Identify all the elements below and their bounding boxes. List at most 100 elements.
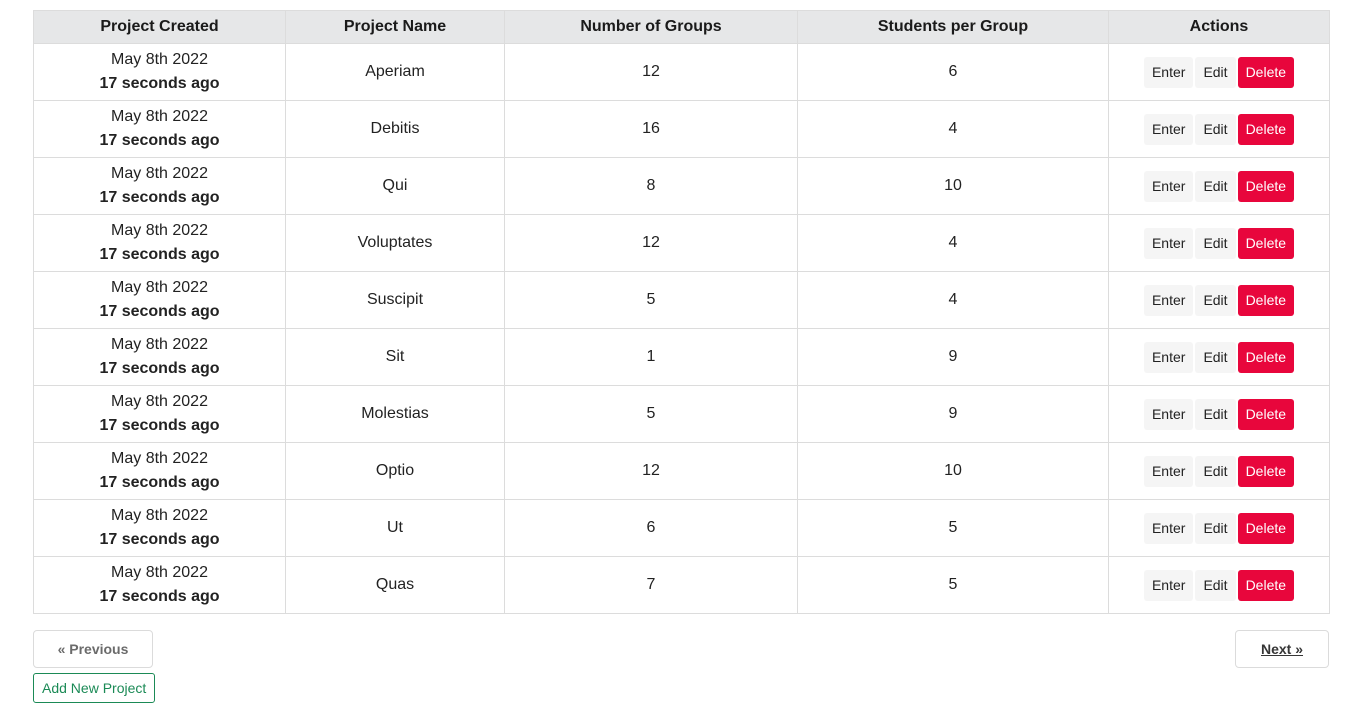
actions-cell: Enter Edit Delete xyxy=(1108,442,1330,500)
project-created-cell: May 8th 2022 17 seconds ago xyxy=(33,100,286,158)
project-created-cell: May 8th 2022 17 seconds ago xyxy=(33,442,286,500)
students-per-group-cell: 10 xyxy=(797,157,1109,215)
edit-button[interactable]: Edit xyxy=(1195,227,1236,259)
created-relative-time: 17 seconds ago xyxy=(99,246,220,263)
created-date: May 8th 2022 xyxy=(111,564,208,581)
project-created-cell: May 8th 2022 17 seconds ago xyxy=(33,43,286,101)
project-name-cell: Debitis xyxy=(285,100,505,158)
created-date: May 8th 2022 xyxy=(111,108,208,125)
created-relative-time: 17 seconds ago xyxy=(99,474,220,491)
number-of-groups-cell: 7 xyxy=(504,556,798,614)
table-body: May 8th 2022 17 seconds ago Aperiam 12 6 Ente… xyxy=(33,43,1330,614)
created-relative-time: 17 seconds ago xyxy=(99,189,220,206)
project-name-cell: Sit xyxy=(285,328,505,386)
actions-cell: Enter Edit Delete xyxy=(1108,157,1330,215)
created-date: May 8th 2022 xyxy=(111,507,208,524)
edit-button[interactable]: Edit xyxy=(1195,398,1236,430)
header-actions: Actions xyxy=(1108,10,1330,44)
number-of-groups-cell: 5 xyxy=(504,385,798,443)
created-relative-time: 17 seconds ago xyxy=(99,75,220,92)
number-of-groups-cell: 12 xyxy=(504,43,798,101)
delete-button[interactable]: Delete xyxy=(1237,227,1295,259)
project-name-cell: Molestias xyxy=(285,385,505,443)
students-per-group-cell: 6 xyxy=(797,43,1109,101)
projects-table-container: Project Created Project Name Number of G… xyxy=(33,10,1330,614)
edit-button[interactable]: Edit xyxy=(1195,455,1236,487)
edit-button[interactable]: Edit xyxy=(1195,341,1236,373)
enter-button[interactable]: Enter xyxy=(1143,170,1194,202)
project-name-cell: Voluptates xyxy=(285,214,505,272)
enter-button[interactable]: Enter xyxy=(1143,455,1194,487)
pagination: « Previous Next » xyxy=(33,630,1329,668)
table-row: May 8th 2022 17 seconds ago Quas 7 5 Enter Edi… xyxy=(33,556,1330,614)
created-date: May 8th 2022 xyxy=(111,450,208,467)
header-students-per-group: Students per Group xyxy=(797,10,1109,44)
edit-button[interactable]: Edit xyxy=(1195,569,1236,601)
header-number-of-groups: Number of Groups xyxy=(504,10,798,44)
created-date: May 8th 2022 xyxy=(111,393,208,410)
table-row: May 8th 2022 17 seconds ago Voluptates 12 4 E… xyxy=(33,214,1330,272)
project-name-cell: Optio xyxy=(285,442,505,500)
actions-cell: Enter Edit Delete xyxy=(1108,385,1330,443)
enter-button[interactable]: Enter xyxy=(1143,227,1194,259)
delete-button[interactable]: Delete xyxy=(1237,170,1295,202)
table-row: May 8th 2022 17 seconds ago Ut 6 5 Enter Edit D… xyxy=(33,499,1330,557)
delete-button[interactable]: Delete xyxy=(1237,455,1295,487)
created-date: May 8th 2022 xyxy=(111,222,208,239)
edit-button[interactable]: Edit xyxy=(1195,113,1236,145)
edit-button[interactable]: Edit xyxy=(1195,170,1236,202)
delete-button[interactable]: Delete xyxy=(1237,569,1295,601)
next-page-button[interactable]: Next » xyxy=(1235,630,1329,668)
actions-cell: Enter Edit Delete xyxy=(1108,271,1330,329)
delete-button[interactable]: Delete xyxy=(1237,398,1295,430)
number-of-groups-cell: 12 xyxy=(504,214,798,272)
header-project-created: Project Created xyxy=(33,10,286,44)
edit-button[interactable]: Edit xyxy=(1195,512,1236,544)
actions-cell: Enter Edit Delete xyxy=(1108,499,1330,557)
created-relative-time: 17 seconds ago xyxy=(99,417,220,434)
actions-cell: Enter Edit Delete xyxy=(1108,328,1330,386)
created-date: May 8th 2022 xyxy=(111,279,208,296)
enter-button[interactable]: Enter xyxy=(1143,512,1194,544)
project-created-cell: May 8th 2022 17 seconds ago xyxy=(33,271,286,329)
students-per-group-cell: 10 xyxy=(797,442,1109,500)
delete-button[interactable]: Delete xyxy=(1237,341,1295,373)
delete-button[interactable]: Delete xyxy=(1237,512,1295,544)
table-row: May 8th 2022 17 seconds ago Debitis 16 4 Ente… xyxy=(33,100,1330,158)
created-date: May 8th 2022 xyxy=(111,165,208,182)
created-date: May 8th 2022 xyxy=(111,51,208,68)
project-name-cell: Qui xyxy=(285,157,505,215)
delete-button[interactable]: Delete xyxy=(1237,56,1295,88)
actions-cell: Enter Edit Delete xyxy=(1108,43,1330,101)
project-name-cell: Suscipit xyxy=(285,271,505,329)
created-relative-time: 17 seconds ago xyxy=(99,303,220,320)
actions-cell: Enter Edit Delete xyxy=(1108,556,1330,614)
enter-button[interactable]: Enter xyxy=(1143,113,1194,145)
number-of-groups-cell: 8 xyxy=(504,157,798,215)
previous-page-button[interactable]: « Previous xyxy=(33,630,153,668)
students-per-group-cell: 5 xyxy=(797,499,1109,557)
add-new-project-button[interactable]: Add New Project xyxy=(33,673,156,703)
project-name-cell: Quas xyxy=(285,556,505,614)
project-created-cell: May 8th 2022 17 seconds ago xyxy=(33,385,286,443)
enter-button[interactable]: Enter xyxy=(1143,284,1194,316)
students-per-group-cell: 4 xyxy=(797,271,1109,329)
edit-button[interactable]: Edit xyxy=(1195,284,1236,316)
enter-button[interactable]: Enter xyxy=(1143,398,1194,430)
created-relative-time: 17 seconds ago xyxy=(99,132,220,149)
header-project-name: Project Name xyxy=(285,10,505,44)
projects-table: Project Created Project Name Number of G… xyxy=(33,10,1330,614)
created-date: May 8th 2022 xyxy=(111,336,208,353)
project-created-cell: May 8th 2022 17 seconds ago xyxy=(33,556,286,614)
number-of-groups-cell: 12 xyxy=(504,442,798,500)
delete-button[interactable]: Delete xyxy=(1237,284,1295,316)
table-row: May 8th 2022 17 seconds ago Qui 8 10 Enter Edi… xyxy=(33,157,1330,215)
edit-button[interactable]: Edit xyxy=(1195,56,1236,88)
project-created-cell: May 8th 2022 17 seconds ago xyxy=(33,214,286,272)
delete-button[interactable]: Delete xyxy=(1237,113,1295,145)
enter-button[interactable]: Enter xyxy=(1143,341,1194,373)
enter-button[interactable]: Enter xyxy=(1143,56,1194,88)
project-name-cell: Ut xyxy=(285,499,505,557)
enter-button[interactable]: Enter xyxy=(1143,569,1194,601)
table-row: May 8th 2022 17 seconds ago Suscipit 5 4 Ente… xyxy=(33,271,1330,329)
